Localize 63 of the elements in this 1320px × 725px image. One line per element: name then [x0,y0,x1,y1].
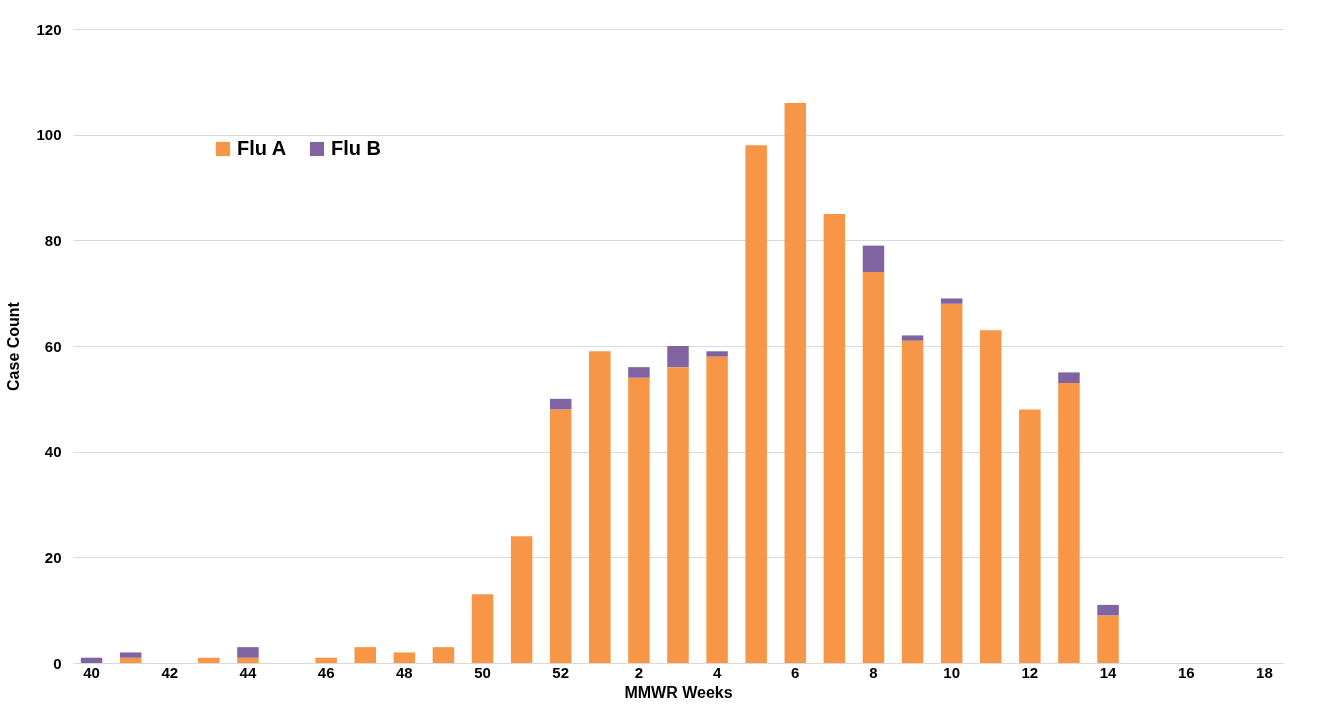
bar [589,351,611,663]
bar [667,367,689,663]
bar [1058,382,1080,663]
y-tick-label: 60 [44,337,62,355]
y-tick-label: 80 [44,231,62,249]
x-tick-label: 2 [634,663,644,681]
bar [628,377,650,663]
bar [510,536,533,663]
bar [706,356,728,663]
bar [667,346,689,368]
bar [237,647,259,658]
bar [1058,372,1080,383]
bar [784,102,807,663]
bar [315,657,337,663]
bar [862,272,885,663]
x-axis-title: MMWR Weeks [624,683,733,701]
y-tick-label: 0 [53,654,62,672]
bar [198,657,220,663]
legend-label: Flu A [237,137,287,159]
bar [237,657,259,663]
bar [745,145,767,663]
x-tick-label: 12 [1021,663,1039,681]
x-tick-label: 44 [239,663,257,681]
bar [1097,615,1119,663]
bar [432,647,455,663]
bar [119,652,142,658]
bar [980,330,1002,663]
bar [354,647,376,663]
y-axis-title: Case Count [5,301,23,391]
bar [823,213,846,663]
bar [119,657,142,663]
bar [1097,604,1119,616]
x-tick-label: 52 [552,663,570,681]
y-tick-label: 100 [36,126,62,144]
x-tick-label: 14 [1099,663,1118,681]
bar [901,340,924,663]
x-tick-label: 10 [943,663,961,681]
y-tick-label: 120 [36,20,62,38]
bar [80,657,103,663]
x-tick-label: 40 [83,663,100,681]
bar [862,245,885,273]
x-tick-label: 42 [161,663,179,681]
bar [549,398,572,410]
x-tick-label: 16 [1177,663,1195,681]
bar [393,652,416,663]
x-tick-label: 46 [317,663,335,681]
x-tick-label: 50 [474,663,491,681]
y-tick-label: 20 [44,548,62,566]
x-tick-label: 18 [1256,663,1273,681]
bar [706,351,728,357]
bar [628,367,650,378]
bar [1019,409,1041,663]
bar [901,335,924,341]
x-tick-label: 8 [869,663,878,681]
legend-label: Flu B [331,137,381,159]
bar [549,409,572,663]
x-tick-label: 4 [712,663,722,681]
y-tick-label: 40 [44,443,62,461]
bar [940,298,963,304]
x-tick-label: 6 [791,663,800,681]
bar [471,594,494,663]
x-tick-label: 48 [395,663,413,681]
bar [940,303,963,663]
